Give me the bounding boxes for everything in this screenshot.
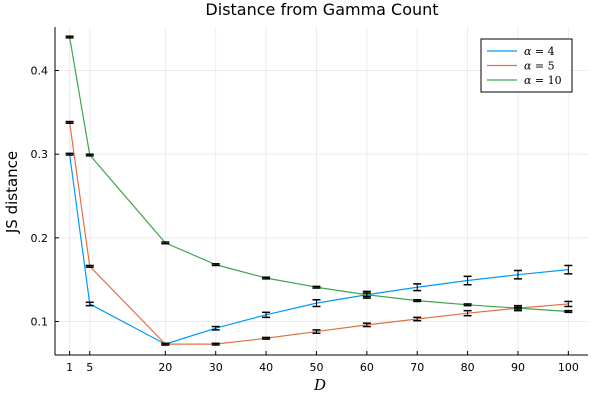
x-tick-label: 40 (259, 361, 273, 374)
y-axis-label: JS distance (3, 151, 21, 234)
error-bar (211, 325, 220, 331)
error-bar (211, 263, 220, 267)
error-bar (463, 303, 472, 307)
error-bar (413, 299, 422, 303)
x-tick-label: 60 (360, 361, 374, 374)
error-bar (564, 300, 573, 308)
error-bar (65, 120, 74, 124)
error-bar (262, 336, 271, 340)
x-tick-label: 90 (511, 361, 525, 374)
x-axis-label: D (313, 376, 326, 394)
error-bar (312, 299, 321, 308)
y-tick-label: 0.2 (31, 232, 49, 245)
x-tick-label: 100 (558, 361, 579, 374)
error-bar (564, 264, 573, 275)
series-3 (65, 35, 573, 314)
x-tick-label: 20 (158, 361, 172, 374)
y-tick-label: 0.3 (31, 148, 49, 161)
error-bar (65, 35, 74, 39)
error-bar (312, 285, 321, 289)
error-bar (161, 342, 170, 346)
error-bar (65, 152, 74, 156)
legend-label-value: = 5 (531, 60, 554, 73)
legend-item: α = 10 (487, 74, 562, 87)
x-tick-label: 5 (86, 361, 93, 374)
grid (55, 27, 588, 355)
series-2 (65, 120, 573, 346)
legend: α = 4α = 5α = 10 (480, 38, 573, 93)
error-bar (85, 264, 94, 268)
legend-label: α = 10 (524, 74, 562, 87)
chart-title: Distance from Gamma Count (205, 0, 438, 19)
error-bar (362, 292, 371, 298)
error-bar (85, 301, 94, 307)
x-tick-label: 80 (461, 361, 475, 374)
error-bar (413, 316, 422, 322)
legend-item: α = 5 (487, 60, 555, 73)
x-tick-label: 50 (309, 361, 323, 374)
x-tick-label: 30 (209, 361, 223, 374)
error-bar (413, 283, 422, 292)
x-tick-label: 70 (410, 361, 424, 374)
error-bar (513, 306, 522, 310)
error-bar (161, 241, 170, 245)
series-group (65, 35, 573, 346)
error-bar (513, 269, 522, 280)
error-bar (211, 342, 220, 346)
legend-label-value: = 4 (531, 45, 554, 58)
legend-label-value: = 10 (531, 74, 561, 87)
error-bar (564, 309, 573, 314)
error-bar (85, 153, 94, 157)
error-bar (463, 275, 472, 286)
legend-label: α = 5 (524, 60, 555, 73)
error-bar (312, 329, 321, 334)
axes (54, 27, 588, 356)
y-tick-label: 0.1 (31, 316, 49, 329)
tick-labels: 1 5 20 30 40 50 60 70 80 90 100 0.1 0.2 0.3 0.4 (31, 65, 579, 374)
legend-label-var: α (524, 60, 532, 73)
error-bar (463, 309, 472, 317)
error-bar (262, 276, 271, 280)
legend-label: α = 4 (524, 45, 555, 58)
legend-item: α = 4 (487, 45, 555, 58)
legend-label-var: α (524, 45, 532, 58)
y-tick-label: 0.4 (31, 65, 49, 78)
error-bar (362, 322, 371, 328)
error-bar (262, 311, 271, 319)
legend-label-var: α (524, 74, 532, 87)
x-tick-label: 1 (66, 361, 73, 374)
